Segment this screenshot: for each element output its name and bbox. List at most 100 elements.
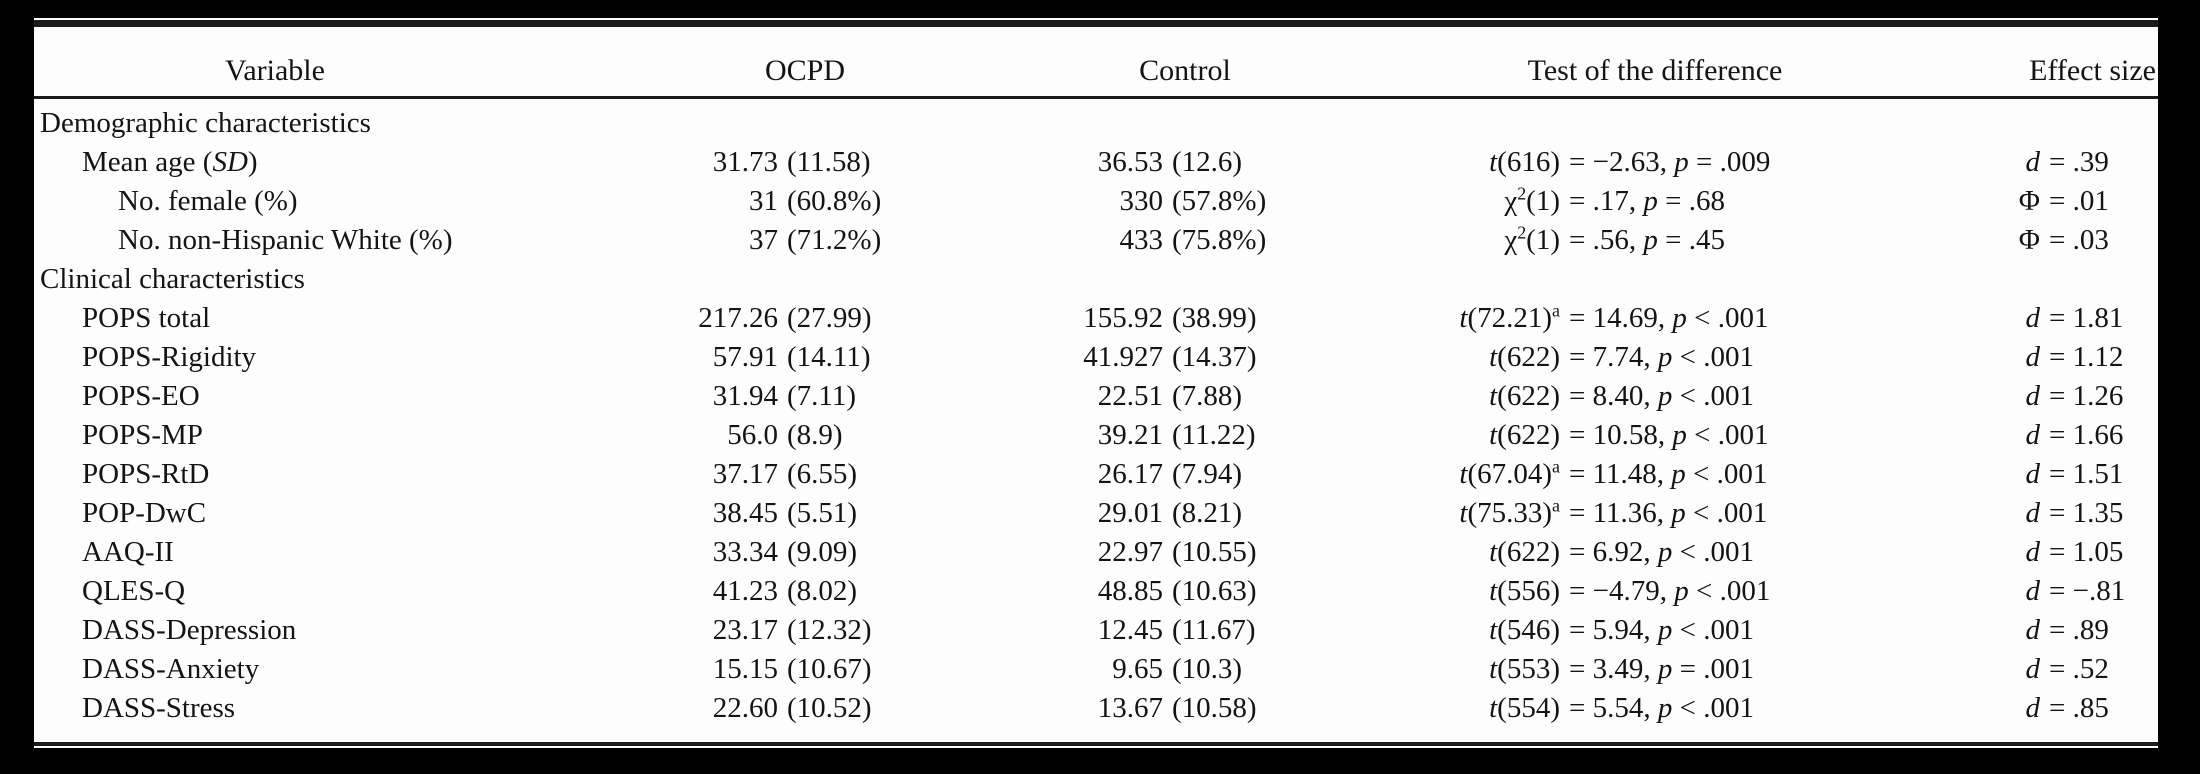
statistic-text: t(546): [1489, 614, 1560, 646]
table-row: DASS-Depression 23.17 (12.32) 12.45 (11.67…: [34, 611, 2158, 650]
sd-text: (6.55): [787, 458, 858, 490]
control-cell: 39.21 (11.22): [990, 421, 1380, 450]
statistic-text: d: [2025, 653, 2041, 685]
result-text: = 1.05: [2049, 536, 2124, 568]
value-text: 41.23: [712, 575, 778, 607]
statistic-text: d: [2025, 380, 2041, 412]
table-card: Variable OCPD Control Test of the differ…: [34, 18, 2158, 748]
statistic-text: Φ: [2018, 224, 2040, 256]
variable-cell: POPS-MP: [82, 419, 203, 451]
variable-cell: Clinical characteristics: [40, 263, 305, 295]
effect-size-cell: d = 1.35: [1930, 499, 2158, 528]
value-text: 9.65: [1112, 653, 1163, 685]
result-text: = 1.35: [2049, 497, 2124, 529]
result-text: = .85: [2049, 692, 2109, 724]
test-cell: t(622) = 10.58, p < .001: [1380, 421, 1930, 450]
value-text: 31.73: [712, 146, 778, 178]
sd-text: (11.58): [787, 146, 871, 178]
statistic-text: t(554): [1489, 692, 1560, 724]
statistic-text: t(67.04)a: [1459, 456, 1560, 490]
value-text: 217.26: [698, 302, 778, 334]
column-header-ocpd: OCPD: [764, 54, 846, 87]
variable-cell: DASS-Anxiety: [82, 653, 260, 685]
value-text: 22.51: [1097, 380, 1163, 412]
sd-text: (8.9): [787, 419, 843, 451]
table-row: Demographic characteristics: [34, 104, 2158, 143]
result-text: = 7.74, p < .001: [1569, 341, 1754, 373]
result-text: = 1.51: [2049, 458, 2124, 490]
control-cell: 36.53 (12.6): [990, 148, 1380, 177]
result-text: = −4.79, p < .001: [1569, 575, 1771, 607]
control-cell: 41.927 (14.37): [990, 343, 1380, 372]
value-text: 15.15: [712, 653, 778, 685]
variable-cell: AAQ-II: [82, 536, 174, 568]
test-cell: t(72.21)a = 14.69, p < .001: [1380, 300, 1930, 334]
test-cell: t(622) = 6.92, p < .001: [1380, 538, 1930, 567]
control-cell: 330 (57.8%): [990, 187, 1380, 216]
control-cell: 12.45 (11.67): [990, 616, 1380, 645]
test-cell: t(546) = 5.94, p < .001: [1380, 616, 1930, 645]
statistic-text: χ2(1): [1504, 183, 1560, 217]
table-row: DASS-Anxiety 15.15 (10.67) 9.65 (10.3) t(5…: [34, 650, 2158, 689]
statistic-text: d: [2025, 458, 2041, 490]
variable-cell: DASS-Depression: [82, 614, 297, 646]
result-text: = 10.58, p < .001: [1569, 419, 1769, 451]
value-text: 433: [1119, 224, 1164, 256]
sd-text: (38.99): [1172, 302, 1257, 334]
statistic-text: d: [2025, 692, 2041, 724]
result-text: = .89: [2049, 614, 2109, 646]
result-text: = 1.81: [2049, 302, 2124, 334]
table-row: POPS total 217.26 (27.99) 155.92 (38.99) t…: [34, 299, 2158, 338]
variable-cell: QLES-Q: [82, 575, 186, 607]
test-cell: χ2(1) = .56, p = .45: [1380, 223, 1930, 256]
result-text: = 1.26: [2049, 380, 2124, 412]
effect-size-cell: Φ = .01: [1930, 187, 2158, 216]
result-text: = .56, p = .45: [1569, 224, 1725, 256]
result-text: = 11.36, p < .001: [1569, 497, 1768, 529]
statistic-text: t(556): [1489, 575, 1560, 607]
result-text: = 6.92, p < .001: [1569, 536, 1754, 568]
column-header-control: Control: [1139, 54, 1231, 87]
result-text: = .01: [2049, 185, 2109, 217]
sd-text: (10.3): [1172, 653, 1243, 685]
control-cell: 22.97 (10.55): [990, 538, 1380, 567]
value-text: 33.34: [712, 536, 778, 568]
result-text: = .52: [2049, 653, 2109, 685]
value-text: 31: [749, 185, 778, 217]
test-cell: t(553) = 3.49, p = .001: [1380, 655, 1930, 684]
table-row: No. female (%) 31 (60.8%) 330 (57.8%) χ2(1…: [34, 182, 2158, 221]
variable-cell: POPS-EO: [82, 380, 200, 412]
ocpd-cell: 33.34 (9.09): [620, 538, 990, 567]
statistic-text: Φ: [2018, 185, 2040, 217]
value-text: 39.21: [1097, 419, 1163, 451]
sd-text: (75.8%): [1172, 224, 1267, 256]
ocpd-cell: 15.15 (10.67): [620, 655, 990, 684]
table-row: POPS-Rigidity 57.91 (14.11) 41.927 (14.37)…: [34, 338, 2158, 377]
value-text: 29.01: [1097, 497, 1163, 529]
test-cell: t(616) = −2.63, p = .009: [1380, 148, 1930, 177]
statistic-text: t(622): [1489, 380, 1560, 412]
value-text: 56.0: [727, 419, 778, 451]
ocpd-cell: 37.17 (6.55): [620, 460, 990, 489]
test-cell: t(556) = −4.79, p < .001: [1380, 577, 1930, 606]
test-cell: t(67.04)a = 11.48, p < .001: [1380, 456, 1930, 490]
statistic-text: d: [2025, 302, 2041, 334]
ocpd-cell: 217.26 (27.99): [620, 304, 990, 333]
variable-cell: POPS-RtD: [82, 458, 210, 490]
value-text: 22.97: [1097, 536, 1163, 568]
ocpd-cell: 31.73 (11.58): [620, 148, 990, 177]
test-cell: t(75.33)a = 11.36, p < .001: [1380, 496, 1930, 529]
sd-text: (7.11): [787, 380, 856, 412]
sd-text: (7.94): [1172, 458, 1243, 490]
table-row: QLES-Q 41.23 (8.02) 48.85 (10.63) t(556) = …: [34, 572, 2158, 611]
value-text: 26.17: [1097, 458, 1163, 490]
table-body: Demographic characteristics Mean age (SD…: [34, 99, 2158, 728]
effect-size-cell: d = .39: [1930, 148, 2158, 177]
ocpd-cell: 56.0 (8.9): [620, 421, 990, 450]
sd-text: (57.8%): [1172, 185, 1267, 217]
sd-text: (10.67): [787, 653, 872, 685]
statistic-text: d: [2025, 575, 2041, 607]
effect-size-cell: d = 1.51: [1930, 460, 2158, 489]
statistic-text: t(72.21)a: [1459, 300, 1560, 334]
statistic-text: d: [2025, 419, 2041, 451]
